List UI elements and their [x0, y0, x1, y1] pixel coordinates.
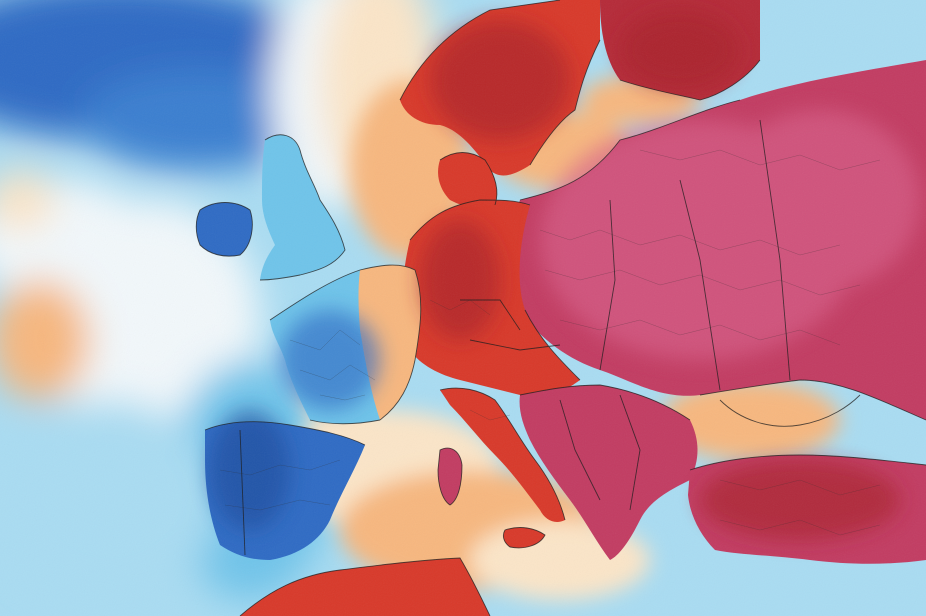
texture-overlay	[0, 0, 926, 616]
weather-map	[0, 0, 926, 616]
europe-temperature-map	[0, 0, 926, 616]
